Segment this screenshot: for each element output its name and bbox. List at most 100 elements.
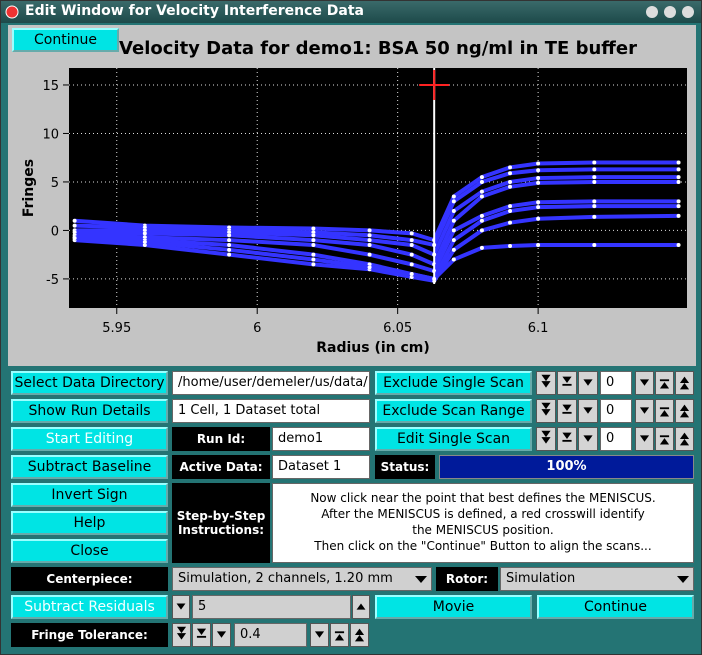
spin-button[interactable]	[578, 399, 598, 423]
scan-point	[592, 214, 597, 219]
spin-button[interactable]	[310, 623, 329, 647]
spin-button[interactable]	[655, 399, 674, 423]
progress-label: 100%	[546, 459, 587, 474]
dropdown-value: Simulation	[506, 571, 576, 586]
spin-button[interactable]	[350, 623, 369, 647]
button[interactable]: Start Editing	[11, 427, 168, 451]
counter[interactable]: 0.4	[234, 623, 307, 647]
window-buttons[interactable]	[645, 5, 699, 19]
button[interactable]: Invert Sign	[11, 483, 168, 507]
button[interactable]: Help	[11, 511, 168, 535]
spin-button[interactable]	[557, 371, 577, 395]
arrow-icon	[679, 376, 690, 383]
arrow-icon	[541, 402, 551, 410]
progress-bar: 100%	[439, 455, 694, 479]
spin-button[interactable]	[536, 427, 556, 451]
dropdown[interactable]: Simulation, 2 channels, 1.20 mm	[172, 567, 432, 591]
scan-point	[536, 168, 541, 173]
scan-point	[536, 242, 541, 247]
arrow-icon	[562, 432, 572, 439]
arrow-icon	[216, 631, 227, 638]
continue-button[interactable]: Continue	[12, 28, 119, 52]
scan-point	[409, 262, 414, 267]
x-tick-label: 6.1	[528, 321, 549, 336]
spin-up[interactable]	[635, 399, 695, 423]
button[interactable]: Subtract Residuals	[11, 595, 168, 619]
spin-button[interactable]	[330, 623, 349, 647]
arrow-icon	[334, 634, 345, 641]
spin-button[interactable]	[635, 399, 654, 423]
spin-button[interactable]	[675, 371, 694, 395]
spin-button[interactable]	[536, 371, 556, 395]
spin-button[interactable]	[212, 623, 231, 647]
scan-point	[451, 209, 456, 214]
button[interactable]: Continue	[537, 595, 694, 619]
button[interactable]: Exclude Single Scan	[375, 371, 532, 395]
scan-point	[536, 200, 541, 205]
spin-down[interactable]	[172, 623, 232, 647]
counter[interactable]: 0	[600, 427, 632, 451]
spin-down[interactable]	[536, 399, 598, 423]
button[interactable]: Subtract Baseline	[11, 455, 168, 479]
spin-button[interactable]	[172, 623, 191, 647]
spin-button[interactable]	[635, 427, 654, 451]
scan-point	[592, 199, 597, 204]
scan-point	[508, 204, 513, 209]
counter[interactable]: 0	[600, 371, 632, 395]
button[interactable]: Movie	[375, 595, 532, 619]
button[interactable]: Close	[11, 539, 168, 563]
text-field: demo1	[272, 427, 370, 451]
scan-point	[479, 228, 484, 233]
scan-point	[142, 240, 147, 245]
spin-up[interactable]	[352, 595, 370, 619]
button[interactable]: Select Data Directory	[11, 371, 168, 395]
spin-button[interactable]	[675, 399, 694, 423]
spin-up[interactable]	[635, 371, 695, 395]
spin-button[interactable]	[557, 399, 577, 423]
scan-point	[72, 236, 77, 241]
arrow-icon	[583, 435, 593, 442]
scan-point	[311, 242, 316, 247]
counter[interactable]: 5	[192, 595, 351, 619]
spin-button[interactable]	[192, 623, 211, 647]
scan-point	[409, 231, 414, 236]
spin-button[interactable]	[655, 371, 674, 395]
text-field[interactable]: /home/user/demeler/us/data/	[172, 371, 370, 395]
button[interactable]: Exclude Scan Range	[375, 399, 532, 423]
spin-button[interactable]	[578, 371, 598, 395]
spin-down[interactable]	[172, 595, 190, 619]
button[interactable]: Show Run Details	[11, 399, 168, 423]
dropdown-value: Simulation, 2 channels, 1.20 mm	[178, 571, 393, 586]
spin-button[interactable]	[675, 427, 694, 451]
scan-point	[676, 199, 681, 204]
spin-button[interactable]	[172, 595, 190, 619]
x-axis-label: Radius (in cm)	[316, 340, 430, 356]
button[interactable]: Edit Single Scan	[375, 427, 532, 451]
spin-button[interactable]	[635, 371, 654, 395]
arrow-icon	[541, 430, 551, 438]
scan-point	[592, 167, 597, 172]
scan-point	[409, 252, 414, 257]
spin-button[interactable]	[655, 427, 674, 451]
arrow-icon	[541, 381, 551, 388]
dropdown[interactable]: Simulation	[500, 567, 694, 591]
spin-button[interactable]	[352, 595, 370, 619]
spin-down[interactable]	[536, 427, 598, 451]
scan-point	[451, 194, 456, 199]
scan-point	[451, 218, 456, 223]
arrow-icon	[176, 633, 187, 640]
spin-button[interactable]	[536, 399, 556, 423]
arrow-icon	[562, 404, 572, 411]
text-field: 1 Cell, 1 Dataset total	[172, 399, 370, 423]
arrow-icon	[679, 432, 690, 439]
scan-point	[592, 204, 597, 209]
scan-point	[676, 204, 681, 209]
spin-button[interactable]	[557, 427, 577, 451]
spin-down[interactable]	[536, 371, 598, 395]
spin-up[interactable]	[635, 427, 695, 451]
counter[interactable]: 0	[600, 399, 632, 423]
arrow-icon	[679, 411, 690, 418]
spin-up[interactable]	[310, 623, 370, 647]
spin-button[interactable]	[578, 427, 598, 451]
